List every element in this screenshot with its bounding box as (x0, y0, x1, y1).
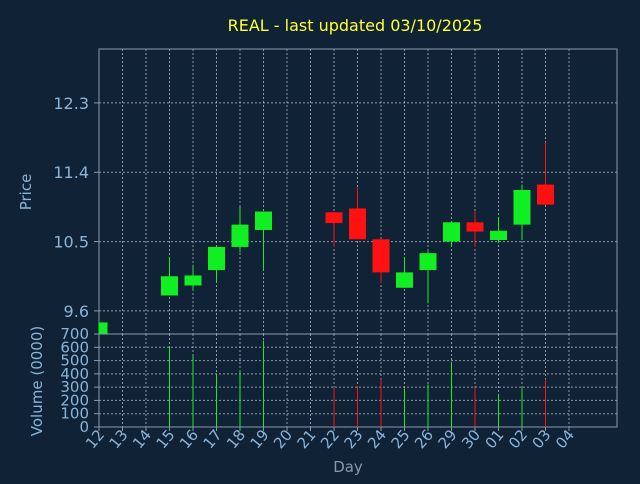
x-tick-label: 30 (458, 426, 484, 452)
candle (255, 211, 272, 271)
x-tick-label: 03 (529, 426, 555, 452)
volume-bars-layer (169, 340, 546, 427)
chart-title: REAL - last updated 03/10/2025 (228, 16, 483, 35)
candle-body (419, 253, 437, 271)
candle-body (372, 239, 390, 273)
candle (349, 187, 366, 240)
price-tick-label: 10.5 (53, 233, 89, 252)
price-axis: 9.6 10.5 11.4 12.3 (53, 48, 618, 335)
volume-tick-label: 0 (79, 418, 89, 436)
x-tick-label: 19 (247, 426, 273, 452)
x-axis-label: Day (333, 458, 363, 476)
volume-tick-label: 600 (60, 338, 89, 356)
price-tick-label: 12.3 (53, 94, 89, 113)
volume-tick-label: 400 (60, 365, 89, 383)
x-tick-label: 04 (552, 426, 578, 452)
candle-body (99, 322, 108, 334)
candle-body (184, 275, 202, 286)
x-tick-label: 14 (129, 426, 155, 452)
candles-layer (98, 142, 554, 334)
candle-body (231, 224, 249, 247)
x-tick-label: 01 (482, 426, 508, 452)
candle (98, 322, 108, 334)
x-tick-label: 29 (435, 426, 461, 452)
price-axis-label: Price (17, 174, 35, 211)
candle-body (466, 222, 484, 232)
candle (537, 142, 554, 205)
candle (208, 246, 225, 282)
x-tick-label: 25 (388, 426, 414, 452)
candle (396, 256, 413, 288)
x-tick-label: 16 (176, 426, 202, 452)
volume-tick-label: 100 (60, 405, 89, 423)
candle-body (443, 222, 460, 242)
x-tick-label: 24 (364, 426, 390, 452)
volume-tick-label: 700 (60, 325, 89, 343)
volume-tick-label: 300 (60, 378, 89, 396)
x-tick-label: 15 (153, 426, 179, 452)
candle (161, 256, 178, 296)
candle (466, 211, 484, 247)
candle (231, 206, 249, 253)
x-tick-label: 22 (317, 426, 343, 452)
candle (372, 239, 390, 284)
candle-body (255, 211, 272, 231)
x-tick-label: 18 (223, 426, 249, 452)
candle (513, 184, 531, 241)
candle (419, 250, 437, 304)
volume-tick-label: 500 (60, 352, 89, 370)
x-tick-label: 23 (341, 426, 367, 452)
x-tick-label: 17 (200, 426, 226, 452)
candle-body (161, 276, 178, 296)
candle (184, 264, 202, 291)
x-tick-label: 13 (106, 426, 132, 452)
price-tick-label: 11.4 (53, 163, 89, 182)
candle-body (513, 189, 531, 225)
volume-axis-label: Volume (0000) (28, 326, 46, 436)
volume-tick-label: 200 (60, 391, 89, 409)
x-axis: 1213141516171819202122232425262930010203… (82, 426, 578, 452)
candle-body (396, 272, 413, 288)
candle-body (537, 184, 554, 205)
candle (325, 212, 343, 247)
x-tick-label: 20 (270, 426, 296, 452)
x-tick-label: 02 (505, 426, 531, 452)
candle (490, 216, 507, 244)
x-tick-label: 26 (411, 426, 437, 452)
candle (443, 222, 460, 247)
candle-body (490, 230, 507, 241)
candle-body (325, 212, 343, 224)
price-tick-label: 9.6 (64, 302, 89, 321)
candle-body (208, 246, 225, 271)
candle-body (349, 208, 366, 240)
x-tick-label: 21 (294, 426, 320, 452)
